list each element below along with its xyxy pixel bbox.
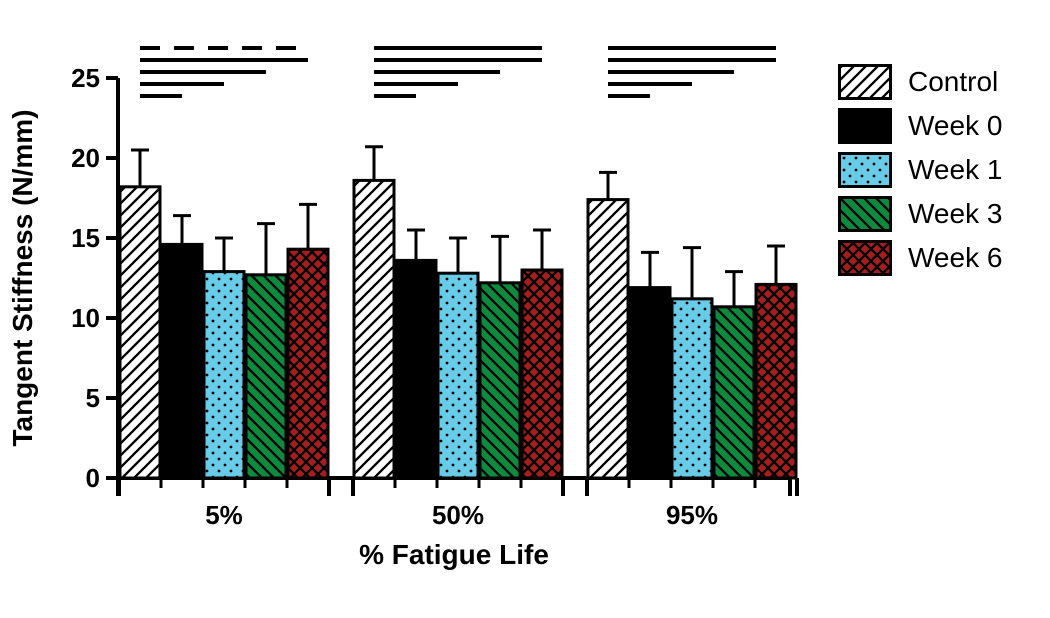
legend-label: Control — [908, 66, 998, 98]
legend-label: Week 6 — [908, 242, 1002, 274]
svg-text:0: 0 — [86, 463, 100, 493]
svg-text:20: 20 — [71, 143, 100, 173]
bar — [630, 288, 670, 478]
bar — [354, 180, 394, 478]
legend-swatch — [838, 240, 892, 276]
svg-text:5%: 5% — [205, 500, 243, 530]
svg-text:% Fatigue Life: % Fatigue Life — [359, 539, 549, 570]
bar — [522, 270, 562, 478]
legend-swatch — [838, 64, 892, 100]
legend-item: Week 6 — [838, 236, 1002, 280]
svg-text:25: 25 — [71, 63, 100, 93]
legend-swatch — [838, 196, 892, 232]
bar — [288, 249, 328, 478]
svg-text:15: 15 — [71, 223, 100, 253]
legend-label: Week 1 — [908, 154, 1002, 186]
bar — [438, 273, 478, 478]
svg-text:10: 10 — [71, 303, 100, 333]
legend-label: Week 0 — [908, 110, 1002, 142]
bar — [480, 283, 520, 478]
bar — [672, 299, 712, 478]
bar — [246, 275, 286, 478]
legend-item: Week 3 — [838, 192, 1002, 236]
bar — [588, 200, 628, 478]
legend-swatch — [838, 108, 892, 144]
svg-text:50%: 50% — [432, 500, 484, 530]
bar — [714, 307, 754, 478]
bar — [162, 244, 202, 478]
svg-text:5: 5 — [86, 383, 100, 413]
bar — [756, 284, 796, 478]
legend-item: Week 0 — [838, 104, 1002, 148]
bar — [120, 187, 160, 478]
legend-swatch — [838, 152, 892, 188]
legend-item: Week 1 — [838, 148, 1002, 192]
legend: Control Week 0 Week 1 Week 3 Week 6 — [838, 60, 1002, 280]
legend-label: Week 3 — [908, 198, 1002, 230]
svg-text:95%: 95% — [666, 500, 718, 530]
legend-item: Control — [838, 60, 1002, 104]
bar — [204, 272, 244, 478]
svg-text:Tangent Stiffness (N/mm): Tangent Stiffness (N/mm) — [7, 109, 38, 446]
bar — [396, 260, 436, 478]
